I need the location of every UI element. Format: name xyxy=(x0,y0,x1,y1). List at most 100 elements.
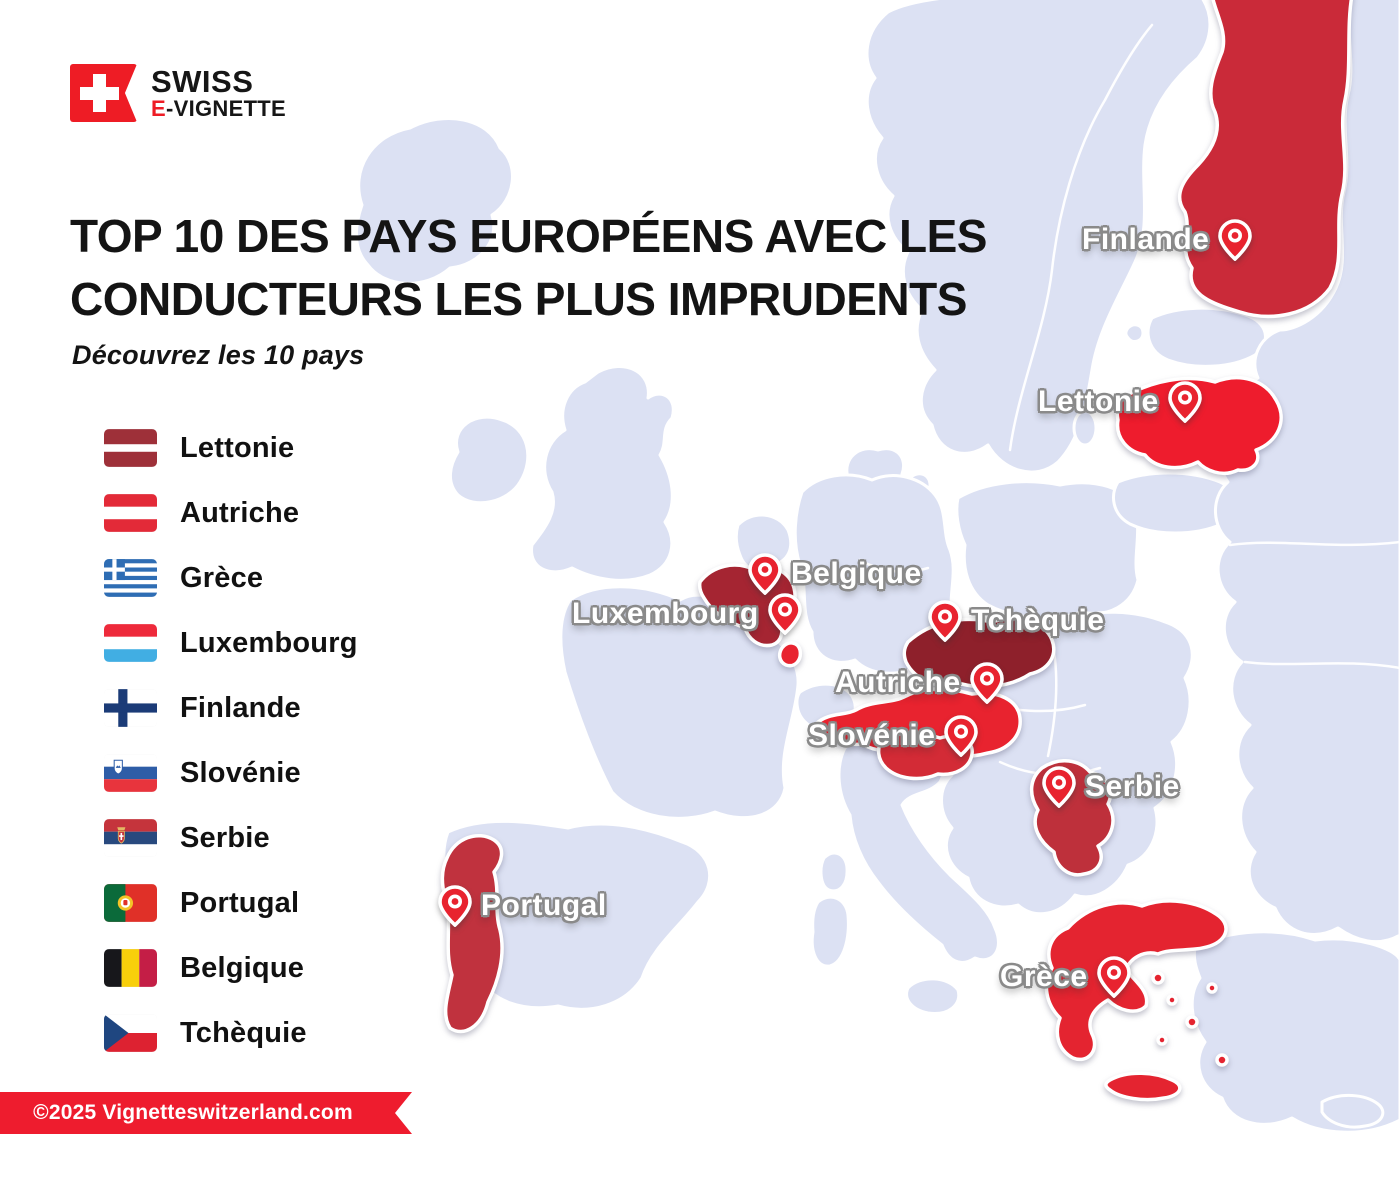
location-pin-icon xyxy=(1096,956,1131,998)
map-label-belgique: Belgique xyxy=(748,553,922,595)
map-island-gotland xyxy=(1072,409,1098,447)
page-title: TOP 10 DES PAYS EUROPÉENS AVEC LES CONDU… xyxy=(70,205,1070,331)
list-item: Serbie xyxy=(104,819,358,857)
map-label-text: Luxembourg xyxy=(572,597,759,630)
footer-text: ©2025 Vignetteswitzerland.com xyxy=(33,1101,353,1124)
country-legend: Lettonie Autriche Grèce Luxembourg Finla… xyxy=(104,429,358,1052)
map-label-text: Slovénie xyxy=(808,719,936,752)
map-island-greece xyxy=(1166,994,1178,1006)
legend-label: Grèce xyxy=(180,561,264,594)
page-title-line2: CONDUCTEURS LES PLUS IMPRUDENTS xyxy=(70,273,967,325)
legend-label: Portugal xyxy=(180,886,300,919)
map-country-poland xyxy=(955,480,1140,620)
legend-label: Autriche xyxy=(180,496,300,529)
list-item: Portugal xyxy=(104,884,358,922)
logo-product-rest: -VIGNETTE xyxy=(165,95,287,121)
map-island-greece xyxy=(1206,982,1218,994)
legend-label: Luxembourg xyxy=(180,626,358,659)
logo-product: E-VIGNETTE xyxy=(151,95,287,121)
map-label-portugal: Portugal xyxy=(438,885,607,927)
map-island-sardinia xyxy=(810,895,850,968)
location-pin-icon xyxy=(438,885,472,927)
map-country-uk xyxy=(530,365,675,582)
list-item: Finlande xyxy=(104,689,358,727)
list-item: Belgique xyxy=(104,949,358,987)
location-pin-icon xyxy=(944,715,979,757)
legend-label: Serbie xyxy=(180,821,270,854)
map-country-ireland xyxy=(449,415,530,505)
list-item: Slovénie xyxy=(104,754,358,792)
map-label-slovenie: Slovénie xyxy=(808,715,979,757)
map-country-slovenie xyxy=(876,731,974,781)
czechia-flag-icon xyxy=(104,1014,157,1052)
map-country-luxembourg xyxy=(777,641,803,668)
latvia-flag-icon xyxy=(104,429,157,467)
list-item: Grèce xyxy=(104,559,358,597)
finland-flag-icon xyxy=(104,689,157,727)
map-island-rhodes xyxy=(1215,1053,1229,1067)
logo-text: SWISS E-VIGNETTE xyxy=(151,66,286,120)
map-label-text: Finlande xyxy=(1082,223,1210,256)
map-country-portugal xyxy=(440,834,504,1034)
list-item: Tchèquie xyxy=(104,1014,358,1052)
map-label-text: Serbie xyxy=(1085,770,1180,803)
serbia-flag-icon xyxy=(104,819,157,857)
map-label-text: Tchèquie xyxy=(971,604,1105,637)
map-island-greece xyxy=(1156,1034,1168,1046)
map-label-grece: Grèce xyxy=(1000,956,1131,998)
location-pin-icon xyxy=(1218,219,1253,261)
map-label-finlande: Finlande xyxy=(1082,219,1253,261)
map-label-text: Grèce xyxy=(1000,960,1088,993)
logo-brand: SWISS xyxy=(151,63,254,99)
map-label-text: Autriche xyxy=(835,666,961,699)
map-island xyxy=(1124,323,1145,343)
map-land-group xyxy=(354,0,1400,1134)
location-pin-icon xyxy=(1167,381,1202,423)
list-item: Luxembourg xyxy=(104,624,358,662)
legend-label: Tchèquie xyxy=(180,1016,307,1049)
logo: SWISS E-VIGNETTE xyxy=(70,64,286,122)
page-subtitle: Découvrez les 10 pays xyxy=(72,340,365,370)
swiss-flag-icon xyxy=(70,64,137,122)
map-island-greece xyxy=(1185,1015,1199,1029)
map-island-crete xyxy=(1104,1071,1182,1102)
logo-product-e: E xyxy=(151,95,166,121)
map-label-text: Belgique xyxy=(791,557,922,590)
location-pin-icon xyxy=(1042,766,1076,808)
portugal-flag-icon xyxy=(104,884,157,922)
slovenia-flag-icon xyxy=(104,754,157,792)
legend-label: Belgique xyxy=(180,951,305,984)
austria-flag-icon xyxy=(104,494,157,532)
map-label-luxembourg: Luxembourg xyxy=(572,593,802,635)
map-region-eastern-europe xyxy=(1214,0,1400,944)
map-region-scandinavia xyxy=(865,0,1212,474)
map-label-lettonie: Lettonie xyxy=(1038,381,1202,423)
map-label-autriche: Autriche xyxy=(835,662,1004,704)
map-label-text: Portugal xyxy=(481,889,607,922)
map-island-corsica xyxy=(819,851,849,893)
greece-flag-icon xyxy=(104,559,157,597)
map-country-iceland xyxy=(354,116,514,285)
location-pin-icon xyxy=(969,662,1004,704)
map-label-tchequie: Tchèquie xyxy=(928,600,1104,642)
belgium-flag-icon xyxy=(104,949,157,987)
map-country-lettonie xyxy=(1115,376,1283,475)
map-label-text: Lettonie xyxy=(1038,385,1159,418)
location-pin-icon xyxy=(928,600,962,642)
page-title-line1: TOP 10 DES PAYS EUROPÉENS AVEC LES xyxy=(70,210,987,262)
footer-ribbon: ©2025 Vignetteswitzerland.com xyxy=(0,1092,412,1134)
map-island-sicily xyxy=(905,977,961,1015)
legend-label: Lettonie xyxy=(180,431,295,464)
list-item: Lettonie xyxy=(104,429,358,467)
map-island-cyprus xyxy=(1320,1094,1385,1129)
map-label-serbie: Serbie xyxy=(1042,766,1180,808)
legend-label: Finlande xyxy=(180,691,301,724)
map-country-grece xyxy=(1044,899,1228,1062)
map-country-estonia xyxy=(1146,306,1267,368)
legend-label: Slovénie xyxy=(180,756,301,789)
location-pin-icon xyxy=(767,593,802,635)
map-country-france xyxy=(559,585,800,820)
location-pin-icon xyxy=(748,553,782,595)
map-country-turkey xyxy=(1190,930,1400,1134)
